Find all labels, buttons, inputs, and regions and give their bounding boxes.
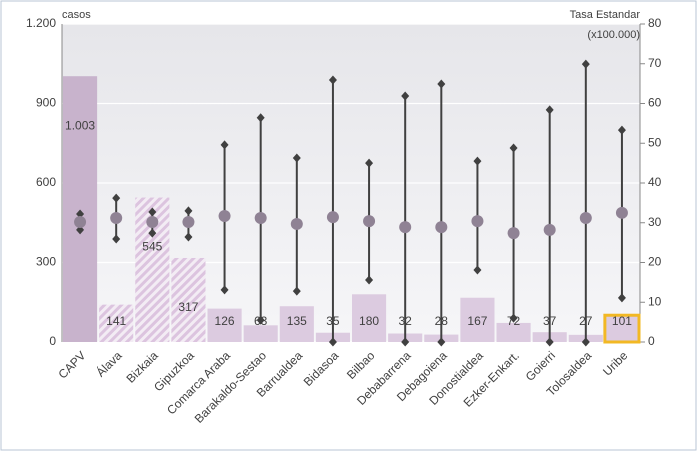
- error-cap: [473, 265, 482, 275]
- bar: [207, 308, 242, 342]
- error-cap: [473, 156, 482, 166]
- value-label: 141: [106, 314, 126, 328]
- rate-point: [218, 209, 231, 222]
- error-cap: [148, 207, 157, 217]
- rate-point: [326, 211, 339, 224]
- error-cap: [365, 158, 374, 168]
- value-label: 167: [467, 314, 487, 328]
- error-cap: [365, 275, 374, 285]
- y2-tick-label: 40: [648, 175, 662, 189]
- y2-tick-label: 20: [648, 255, 662, 269]
- y-tick-label: 1.200: [26, 16, 56, 30]
- error-cap: [112, 193, 121, 203]
- left-axis-label: casos: [62, 9, 91, 21]
- error-cap: [545, 105, 554, 115]
- value-label: 180: [359, 314, 379, 328]
- y2-tick-label: 50: [648, 135, 662, 149]
- y2-tick-label: 60: [648, 96, 662, 110]
- error-cap: [581, 59, 590, 69]
- y2-tick-label: 80: [648, 16, 662, 30]
- rate-point: [507, 227, 520, 240]
- y2-tick-label: 70: [648, 56, 662, 70]
- error-cap: [112, 234, 121, 244]
- error-cap: [437, 79, 446, 89]
- rate-point: [579, 211, 592, 224]
- rate-point: [146, 215, 159, 228]
- error-cap: [256, 315, 265, 325]
- error-cap: [148, 228, 157, 238]
- error-cap: [401, 337, 410, 347]
- error-cap: [76, 225, 85, 235]
- bar: [279, 306, 314, 342]
- bar: [496, 322, 531, 342]
- value-label: 1.003: [65, 118, 95, 132]
- error-cap: [256, 113, 265, 123]
- bar: [63, 76, 98, 342]
- rate-point: [363, 215, 376, 228]
- value-label: 317: [178, 300, 198, 314]
- error-cap: [328, 75, 337, 85]
- rate-point: [435, 221, 448, 234]
- rate-point: [182, 215, 195, 228]
- y-tick-label: 0: [49, 334, 56, 348]
- rate-point: [471, 215, 484, 228]
- error-cap: [617, 125, 626, 135]
- error-cap: [220, 285, 229, 295]
- rate-point: [74, 215, 87, 228]
- right-axis-sublabel: (x100.000): [587, 29, 640, 41]
- error-cap: [184, 206, 193, 216]
- y2-tick-label: 0: [648, 334, 655, 348]
- error-cap: [292, 153, 301, 163]
- y-tick-label: 900: [36, 96, 56, 110]
- error-cap: [509, 143, 518, 153]
- error-cap: [76, 209, 85, 219]
- value-label: 545: [142, 240, 162, 254]
- error-cap: [509, 313, 518, 323]
- rate-point: [615, 206, 628, 219]
- error-cap: [220, 140, 229, 150]
- rate-point: [254, 211, 267, 224]
- error-cap: [292, 286, 301, 296]
- error-cap: [437, 337, 446, 347]
- y2-tick-label: 30: [648, 215, 662, 229]
- rate-point: [110, 211, 123, 224]
- right-axis-label: Tasa Estandar: [570, 9, 641, 21]
- y-tick-label: 600: [36, 175, 56, 189]
- bar: [99, 304, 134, 342]
- y-tick-label: 300: [36, 255, 56, 269]
- error-cap: [581, 337, 590, 347]
- y2-tick-label: 10: [648, 294, 662, 308]
- value-label: 101: [612, 314, 632, 328]
- error-cap: [545, 337, 554, 347]
- value-label: 135: [287, 314, 307, 328]
- rate-point: [290, 217, 303, 230]
- error-cap: [617, 293, 626, 303]
- error-cap: [328, 337, 337, 347]
- rate-point: [399, 221, 412, 234]
- rate-point: [543, 223, 556, 236]
- bar: [243, 325, 278, 342]
- error-cap: [184, 232, 193, 242]
- value-label: 126: [215, 314, 235, 328]
- bar: [460, 297, 495, 342]
- bar: [352, 294, 387, 342]
- bar: [603, 313, 641, 344]
- bar: [171, 257, 206, 342]
- error-cap: [401, 91, 410, 101]
